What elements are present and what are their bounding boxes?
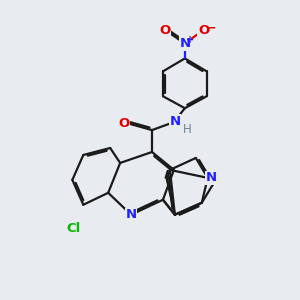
Text: −: − bbox=[206, 21, 216, 34]
Text: O: O bbox=[159, 24, 171, 37]
Text: +: + bbox=[186, 34, 194, 44]
Text: N: N bbox=[179, 37, 191, 50]
Text: H: H bbox=[182, 123, 191, 136]
Text: Cl: Cl bbox=[66, 222, 80, 235]
Text: N: N bbox=[125, 208, 137, 221]
Text: N: N bbox=[206, 171, 217, 184]
Text: O: O bbox=[118, 117, 130, 130]
Text: N: N bbox=[169, 115, 180, 128]
Text: O: O bbox=[198, 24, 209, 37]
